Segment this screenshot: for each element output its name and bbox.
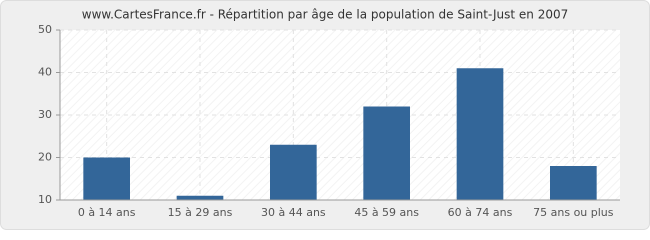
bar — [550, 166, 597, 200]
bar — [270, 144, 317, 200]
bar — [363, 106, 410, 200]
page: www.CartesFrance.fr - Répartition par âg… — [0, 0, 650, 230]
bar — [83, 157, 130, 200]
x-tick-label: 30 à 44 ans — [261, 206, 326, 219]
x-tick-label: 45 à 59 ans — [354, 206, 419, 219]
y-tick-label: 30 — [38, 108, 52, 121]
x-tick-label: 0 à 14 ans — [78, 206, 136, 219]
bar — [456, 68, 504, 200]
bar — [176, 195, 224, 200]
y-tick-label: 50 — [38, 23, 52, 36]
y-tick-label: 20 — [38, 151, 52, 164]
chart-title: www.CartesFrance.fr - Répartition par âg… — [82, 8, 568, 22]
chart: www.CartesFrance.fr - Répartition par âg… — [0, 0, 650, 230]
y-tick-label: 40 — [38, 66, 52, 79]
x-tick-label: 75 ans ou plus — [533, 206, 614, 219]
x-tick-label: 15 à 29 ans — [168, 206, 233, 219]
y-tick-label: 10 — [38, 193, 52, 206]
marks — [83, 68, 597, 200]
x-tick-label: 60 à 74 ans — [448, 206, 513, 219]
